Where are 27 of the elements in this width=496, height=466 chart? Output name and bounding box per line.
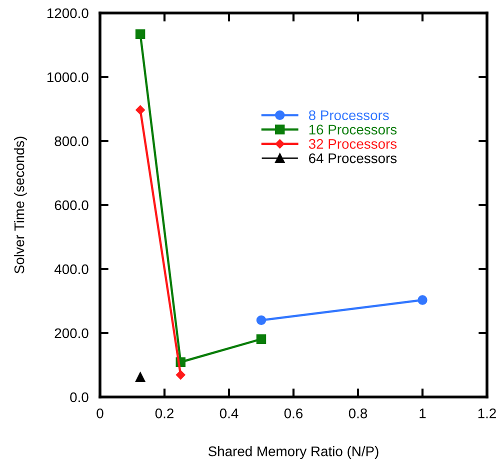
point [176, 370, 186, 380]
y-tick-label: 1200.0 [47, 8, 88, 18]
legend-label: 64 Processors [309, 153, 397, 164]
point [256, 334, 266, 344]
x-tick-label: 0.4 [220, 408, 238, 418]
y-tick-label: 400.0 [54, 264, 88, 274]
y-tick-label: 800.0 [54, 136, 88, 146]
point [256, 315, 266, 326]
y-tick-label: 0.0 [70, 392, 88, 402]
y-tick-label: 1000.0 [47, 72, 88, 82]
point [136, 105, 145, 115]
point [135, 372, 146, 382]
x-tick-label: 0.8 [348, 408, 368, 418]
x-tick-label: 0 [96, 408, 104, 418]
legend-label: 8 Processors [308, 110, 389, 120]
x-tick-label: 1 [420, 408, 426, 418]
x-tick-label: 1.2 [478, 408, 496, 418]
y-tick-label: 200.0 [54, 328, 88, 338]
legend-label: 16 Processors [309, 124, 397, 135]
x-tick-label: 0.2 [155, 408, 174, 418]
y-tick-label: 600.0 [54, 200, 88, 210]
y-axis-title: Solver Time (seconds) [14, 136, 27, 274]
legend-label: 32 Processors [308, 139, 397, 149]
x-tick-label: 0.6 [284, 408, 303, 418]
point [418, 295, 428, 305]
point [135, 29, 146, 39]
x-axis-title: Shared Memory Ratio (N/P) [208, 446, 378, 460]
